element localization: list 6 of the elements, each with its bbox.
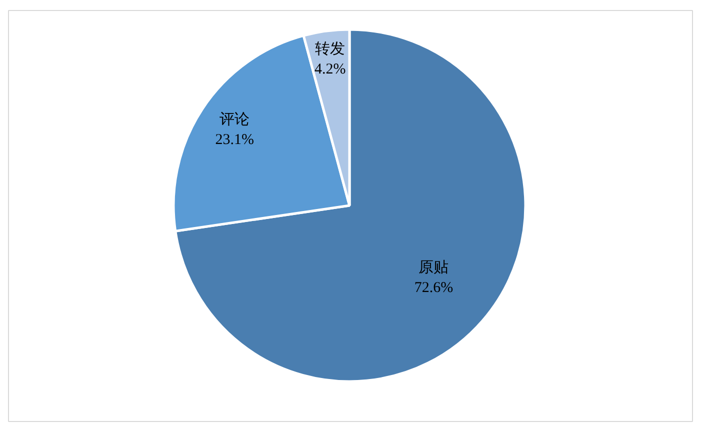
data-label: 23.1% — [215, 132, 254, 148]
data-label: 72.6% — [414, 280, 454, 296]
slice-label: 评论 — [220, 111, 250, 128]
data-label: 4.2% — [314, 61, 346, 78]
slice-label: 转发 — [315, 40, 346, 58]
slice-label: 原贴 — [418, 259, 449, 276]
